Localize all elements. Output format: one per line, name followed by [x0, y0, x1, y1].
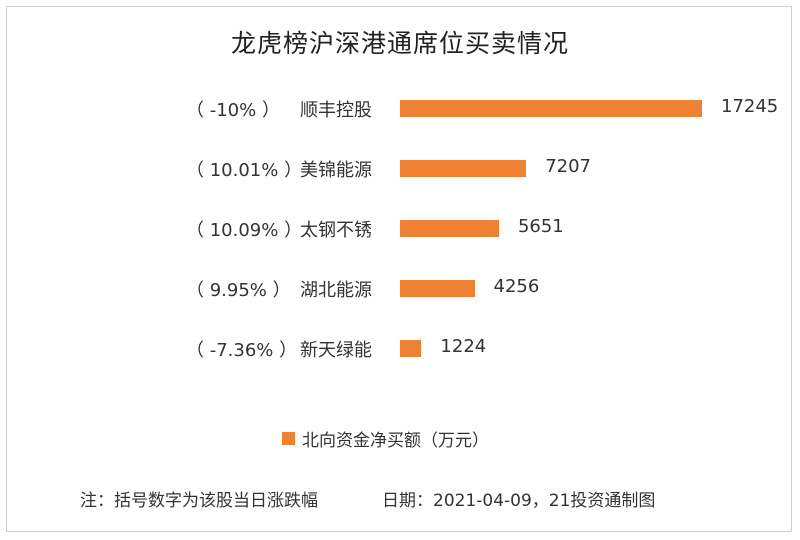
change-label: （ -7.36% ） [186, 340, 298, 361]
chart-frame [6, 6, 792, 532]
value-label: 5651 [517, 216, 564, 237]
value-label: 17245 [721, 96, 779, 117]
category-label: 顺丰控股 [300, 100, 372, 121]
change-label: （ 10.01% ） [186, 160, 303, 181]
footnote: 注：括号数字为该股当日涨跌幅 [80, 491, 318, 511]
category-label: 新天绿能 [300, 340, 372, 361]
legend: 北向资金净买额（万元） [282, 426, 489, 451]
value-label: 1224 [440, 336, 487, 357]
bar [400, 340, 422, 357]
category-label: 湖北能源 [300, 280, 372, 301]
change-label: （ 9.95% ） [186, 280, 291, 301]
legend-label: 北向资金净买额（万元） [302, 430, 489, 451]
value-label: 4256 [493, 276, 540, 297]
bar [400, 220, 499, 237]
change-label: （ -10% ） [186, 100, 280, 121]
change-label: （ 10.09% ） [186, 220, 303, 241]
chart-title: 龙虎榜沪深港通席位买卖情况 [230, 29, 569, 58]
source-note: 日期：2021-04-09，21投资通制图 [382, 491, 656, 511]
bar [400, 100, 702, 117]
category-label: 太钢不锈 [300, 220, 372, 241]
value-label: 7207 [545, 156, 592, 177]
bar [400, 280, 475, 297]
category-label: 美锦能源 [300, 160, 372, 181]
bar [400, 160, 527, 177]
legend-swatch [282, 431, 295, 445]
